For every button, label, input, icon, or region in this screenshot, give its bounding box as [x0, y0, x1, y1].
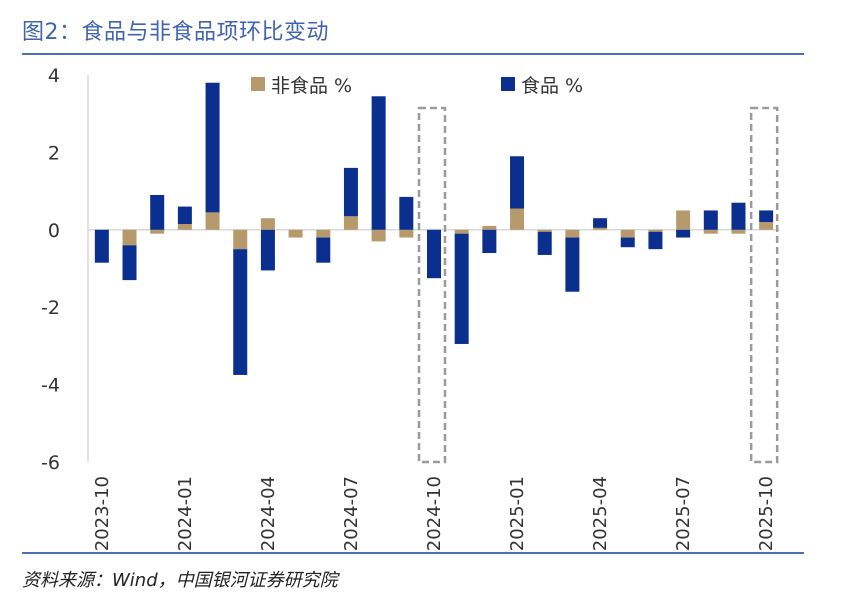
nonfood-bar: [731, 229, 746, 234]
nonfood-bar: [316, 229, 331, 238]
food-bar: [454, 233, 469, 344]
x-tick-label: 2024-07: [341, 476, 362, 551]
nonfood-bar: [537, 229, 552, 232]
food-bar: [150, 194, 165, 230]
footer-divider: [22, 552, 804, 554]
food-bar: [537, 231, 552, 255]
nonfood-legend-label: 非食品 %: [271, 75, 352, 97]
x-tick-label: 2025-01: [507, 476, 528, 551]
nonfood-bar: [399, 229, 414, 238]
title-divider: [22, 53, 804, 55]
y-tick-label: -2: [41, 297, 60, 319]
nonfood-bar: [593, 227, 608, 230]
nonfood-bar: [454, 229, 469, 234]
food-bar: [620, 237, 635, 248]
highlight-boxes: [417, 106, 779, 464]
nonfood-bar: [482, 225, 497, 230]
nonfood-bar: [371, 229, 386, 242]
food-bar: [759, 210, 774, 223]
x-tick-label: 2024-10: [424, 476, 445, 551]
food-bar: [177, 206, 192, 224]
x-tick-label: 2025-07: [673, 476, 694, 551]
food-bar: [260, 229, 275, 271]
nonfood-bar: [288, 229, 303, 238]
highlight-box: [749, 106, 779, 464]
source-note: 资料来源：Wind，中国银河证券研究院: [22, 570, 338, 591]
x-tick-label: 2024-04: [258, 476, 279, 551]
nonfood-bar: [205, 212, 220, 230]
nonfood-bar: [703, 229, 718, 234]
x-axis-ticks: 2023-10 2024-01 2024-04 2024-07 2024-10 2025-…: [92, 476, 777, 551]
y-tick-label: -6: [41, 452, 60, 474]
nonfood-bar: [648, 229, 663, 232]
food-bar: [316, 237, 331, 263]
food-bar: [233, 249, 248, 375]
y-tick-label: -4: [41, 375, 60, 397]
food-bar: [371, 96, 386, 230]
food-bar: [399, 196, 414, 230]
chart-bars: [94, 82, 774, 375]
food-bar: [343, 167, 358, 217]
nonfood-bar: [233, 229, 248, 250]
food-bar: [205, 82, 220, 213]
nonfood-bar: [676, 210, 691, 230]
food-legend-swatch: [501, 77, 515, 91]
food-bar: [122, 245, 137, 281]
nonfood-legend-swatch: [251, 77, 265, 91]
y-tick-label: 0: [48, 220, 60, 242]
food-bar: [731, 202, 746, 230]
nonfood-bar: [177, 223, 192, 230]
y-tick-label: 2: [48, 142, 60, 164]
nonfood-bar: [343, 216, 358, 230]
nonfood-bar: [122, 229, 137, 246]
x-tick-label: 2023-10: [92, 476, 113, 551]
x-tick-label: 2025-10: [756, 476, 777, 551]
highlight-box: [417, 106, 447, 464]
food-bar: [593, 218, 608, 228]
food-bar: [482, 229, 497, 254]
chart-legend: 非食品 % 食品 %: [251, 75, 583, 97]
nonfood-bar: [759, 222, 774, 230]
food-bar: [94, 229, 109, 263]
chart-title: 图2：食品与非食品项环比变动: [22, 20, 329, 45]
nonfood-bar: [150, 229, 165, 234]
food-bar: [565, 237, 580, 292]
food-bar: [427, 229, 441, 279]
nonfood-bar: [510, 208, 525, 230]
food-bar: [676, 229, 691, 238]
x-tick-label: 2024-01: [175, 476, 196, 551]
y-axis-ticks: 4 2 0 -2 -4 -6: [41, 65, 60, 474]
x-tick-label: 2025-04: [590, 476, 611, 551]
food-bar: [510, 156, 525, 209]
food-bar: [703, 210, 718, 230]
nonfood-bar: [620, 229, 635, 238]
food-legend-label: 食品 %: [521, 75, 583, 97]
y-tick-label: 4: [48, 65, 60, 87]
nonfood-bar: [260, 218, 275, 230]
nonfood-bar: [565, 229, 580, 238]
food-bar: [648, 231, 663, 250]
